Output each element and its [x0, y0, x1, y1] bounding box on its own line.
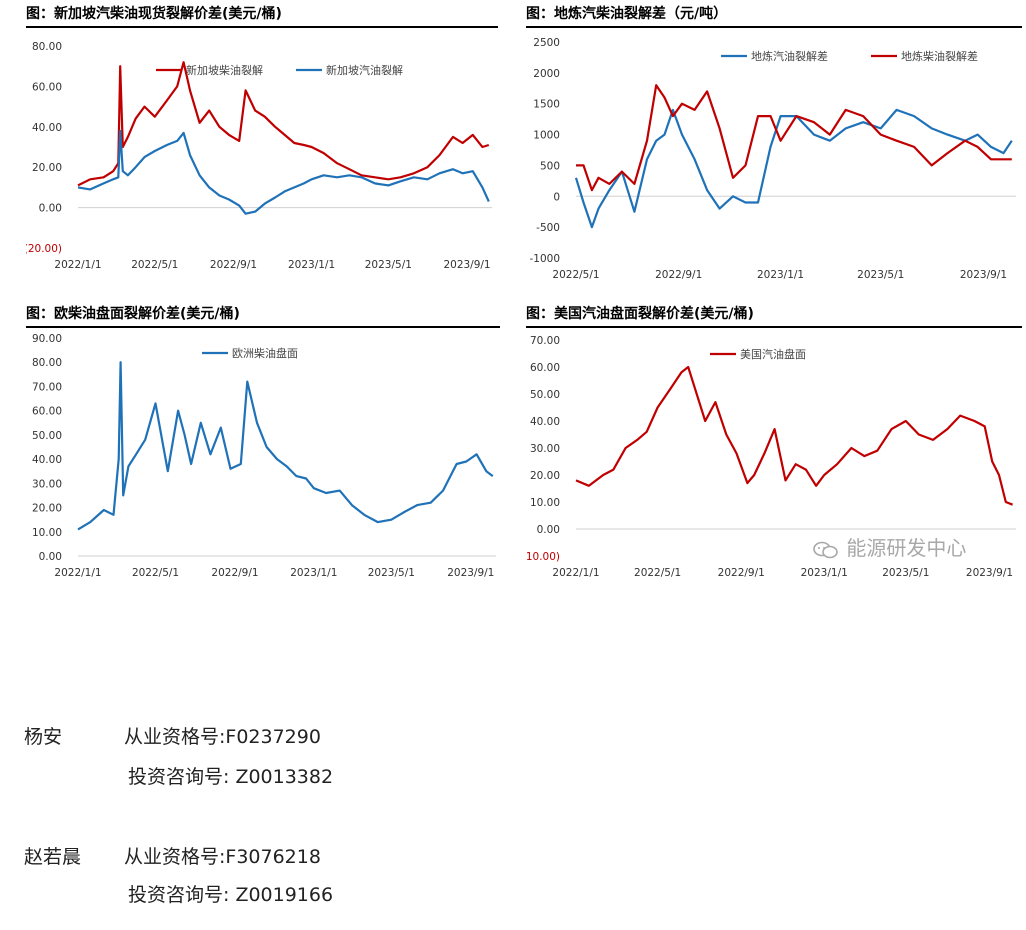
x-tick-label: 2022/5/1 — [634, 567, 681, 579]
signature-consult: 投资咨询号: Z0019166 — [128, 884, 334, 906]
y-tick-label: 80.00 — [32, 357, 62, 369]
y-tick-label: 50.00 — [530, 389, 560, 401]
chart-panel-europe-diesel: 图：欧柴油盘面裂解价差(美元/桶) 0.00 10.00 20.00 30.00 40.… — [26, 304, 500, 588]
series-line-1 — [575, 365, 1014, 506]
signature-qualification: 从业资格号:F3076218 — [124, 846, 321, 868]
y-tick-label: 30.00 — [530, 443, 560, 455]
y-tick-label: 30.00 — [32, 478, 62, 490]
x-tick-label: 2022/9/1 — [718, 567, 765, 579]
signature-name: 杨安 — [24, 726, 63, 748]
legend-label: 新加坡柴油裂解 — [186, 63, 263, 77]
x-tick-label: 2023/9/1 — [443, 259, 490, 271]
y-tick-label: 20.00 — [32, 503, 62, 515]
legend-label: 地炼汽油裂解差 — [751, 49, 828, 63]
y-tick-label: 90.00 — [32, 333, 62, 345]
legend-label: 美国汽油盘面 — [740, 347, 806, 361]
x-tick-label: 2023/9/1 — [960, 269, 1007, 281]
signature-consult: 投资咨询号: Z0013382 — [128, 766, 334, 788]
chart-svg: -1000 -500 0 500 1000 1500 2000 2500 2022/5/1 202… — [529, 37, 1016, 281]
x-tick-label: 2023/5/1 — [857, 269, 904, 281]
y-tick-label: 0.00 — [39, 551, 62, 563]
y-tick-label: 500 — [540, 160, 560, 172]
y-tick-label: 50.00 — [32, 430, 62, 442]
x-tick-label: 2023/9/1 — [447, 567, 494, 579]
wechat-icon — [813, 541, 838, 558]
y-tick-label: 60.00 — [32, 406, 62, 418]
y-tick-label: -1000 — [529, 253, 560, 265]
y-tick-label: 1000 — [533, 130, 560, 142]
x-tick-label: 2023/1/1 — [290, 567, 337, 579]
x-tick-label: 2023/5/1 — [365, 259, 412, 271]
y-tick-label: 70.00 — [530, 335, 560, 347]
series-line-2 — [576, 84, 1012, 192]
x-tick-label: 2023/1/1 — [801, 567, 848, 579]
y-tick-label: 0 — [553, 191, 560, 203]
chart-panel-us-gasoline: 图：美国汽油盘面裂解价差(美元/桶) (10.00) 0.00 10.00 20.00… — [526, 304, 1022, 588]
x-tick-label: 2022/9/1 — [210, 259, 257, 271]
y-tick-label: (20.00) — [26, 243, 62, 255]
x-tick-label: 2022/5/1 — [131, 259, 178, 271]
chart-title: 图：地炼汽柴油裂解差（元/吨） — [526, 4, 1022, 28]
y-tick-label: 10.00 — [530, 497, 560, 509]
x-tick-label: 2023/1/1 — [757, 269, 804, 281]
y-tick-label: 40.00 — [530, 416, 560, 428]
series-line-1 — [77, 361, 494, 531]
chart-title: 图：欧柴油盘面裂解价差(美元/桶) — [26, 304, 500, 328]
x-tick-label: 2022/9/1 — [655, 269, 702, 281]
y-tick-label: 60.00 — [530, 362, 560, 374]
legend-label: 欧洲柴油盘面 — [232, 346, 298, 360]
x-tick-label: 2023/5/1 — [368, 567, 415, 579]
y-tick-label: 0.00 — [537, 524, 560, 536]
signature-name: 赵若晨 — [24, 846, 82, 868]
legend-label: 地炼柴油裂解差 — [901, 49, 978, 63]
series-line-1 — [77, 61, 490, 187]
y-tick-label: 2000 — [533, 68, 560, 80]
x-tick-label: 2022/1/1 — [54, 259, 101, 271]
series-line-2 — [77, 129, 490, 215]
y-tick-label: 20.00 — [32, 162, 62, 174]
x-tick-label: 2022/9/1 — [211, 567, 258, 579]
chart-panel-singapore: 图：新加坡汽柴油现货裂解价差(美元/桶) (20.00) 0.00 20.00 40.… — [26, 4, 498, 288]
chart-svg: 0.00 10.00 20.00 30.00 40.00 50.00 60.00 70.00 8… — [32, 333, 496, 579]
chart-svg: (20.00) 0.00 20.00 40.00 60.00 80.00 2022/1/1 2… — [26, 41, 492, 271]
y-tick-label: 40.00 — [32, 122, 62, 134]
y-tick-label: 40.00 — [32, 454, 62, 466]
legend-label: 新加坡汽油裂解 — [326, 63, 403, 77]
y-tick-label: 2500 — [533, 37, 560, 49]
chart-panel-local-refinery: 图：地炼汽柴油裂解差（元/吨） -1000 -500 0 500 1000 1500 200… — [526, 4, 1022, 288]
x-tick-label: 2023/9/1 — [966, 567, 1013, 579]
chart-svg: (10.00) 0.00 10.00 20.00 30.00 40.00 50.00 60.0… — [526, 335, 1016, 579]
x-tick-label: 2023/5/1 — [882, 567, 929, 579]
watermark: 能源研发中心 — [812, 532, 966, 561]
y-tick-label: 70.00 — [32, 381, 62, 393]
chart-title: 图：美国汽油盘面裂解价差(美元/桶) — [526, 304, 1022, 328]
x-tick-label: 2022/5/1 — [552, 269, 599, 281]
y-tick-label: 60.00 — [32, 81, 62, 93]
x-tick-label: 2023/1/1 — [288, 259, 335, 271]
watermark-text: 能源研发中心 — [846, 536, 967, 560]
y-tick-label: 1500 — [533, 99, 560, 111]
series-line-1 — [574, 108, 1013, 229]
x-tick-label: 2022/5/1 — [132, 567, 179, 579]
x-tick-label: 2022/1/1 — [54, 567, 101, 579]
y-tick-label: -500 — [536, 222, 560, 234]
y-tick-label: 0.00 — [39, 203, 62, 215]
x-tick-label: 2022/1/1 — [552, 567, 599, 579]
y-tick-label: (10.00) — [526, 551, 560, 563]
y-tick-label: 10.00 — [32, 527, 62, 539]
y-tick-label: 80.00 — [32, 41, 62, 53]
signature-qualification: 从业资格号:F0237290 — [124, 726, 321, 748]
chart-title: 图：新加坡汽柴油现货裂解价差(美元/桶) — [26, 4, 498, 28]
y-tick-label: 20.00 — [530, 470, 560, 482]
